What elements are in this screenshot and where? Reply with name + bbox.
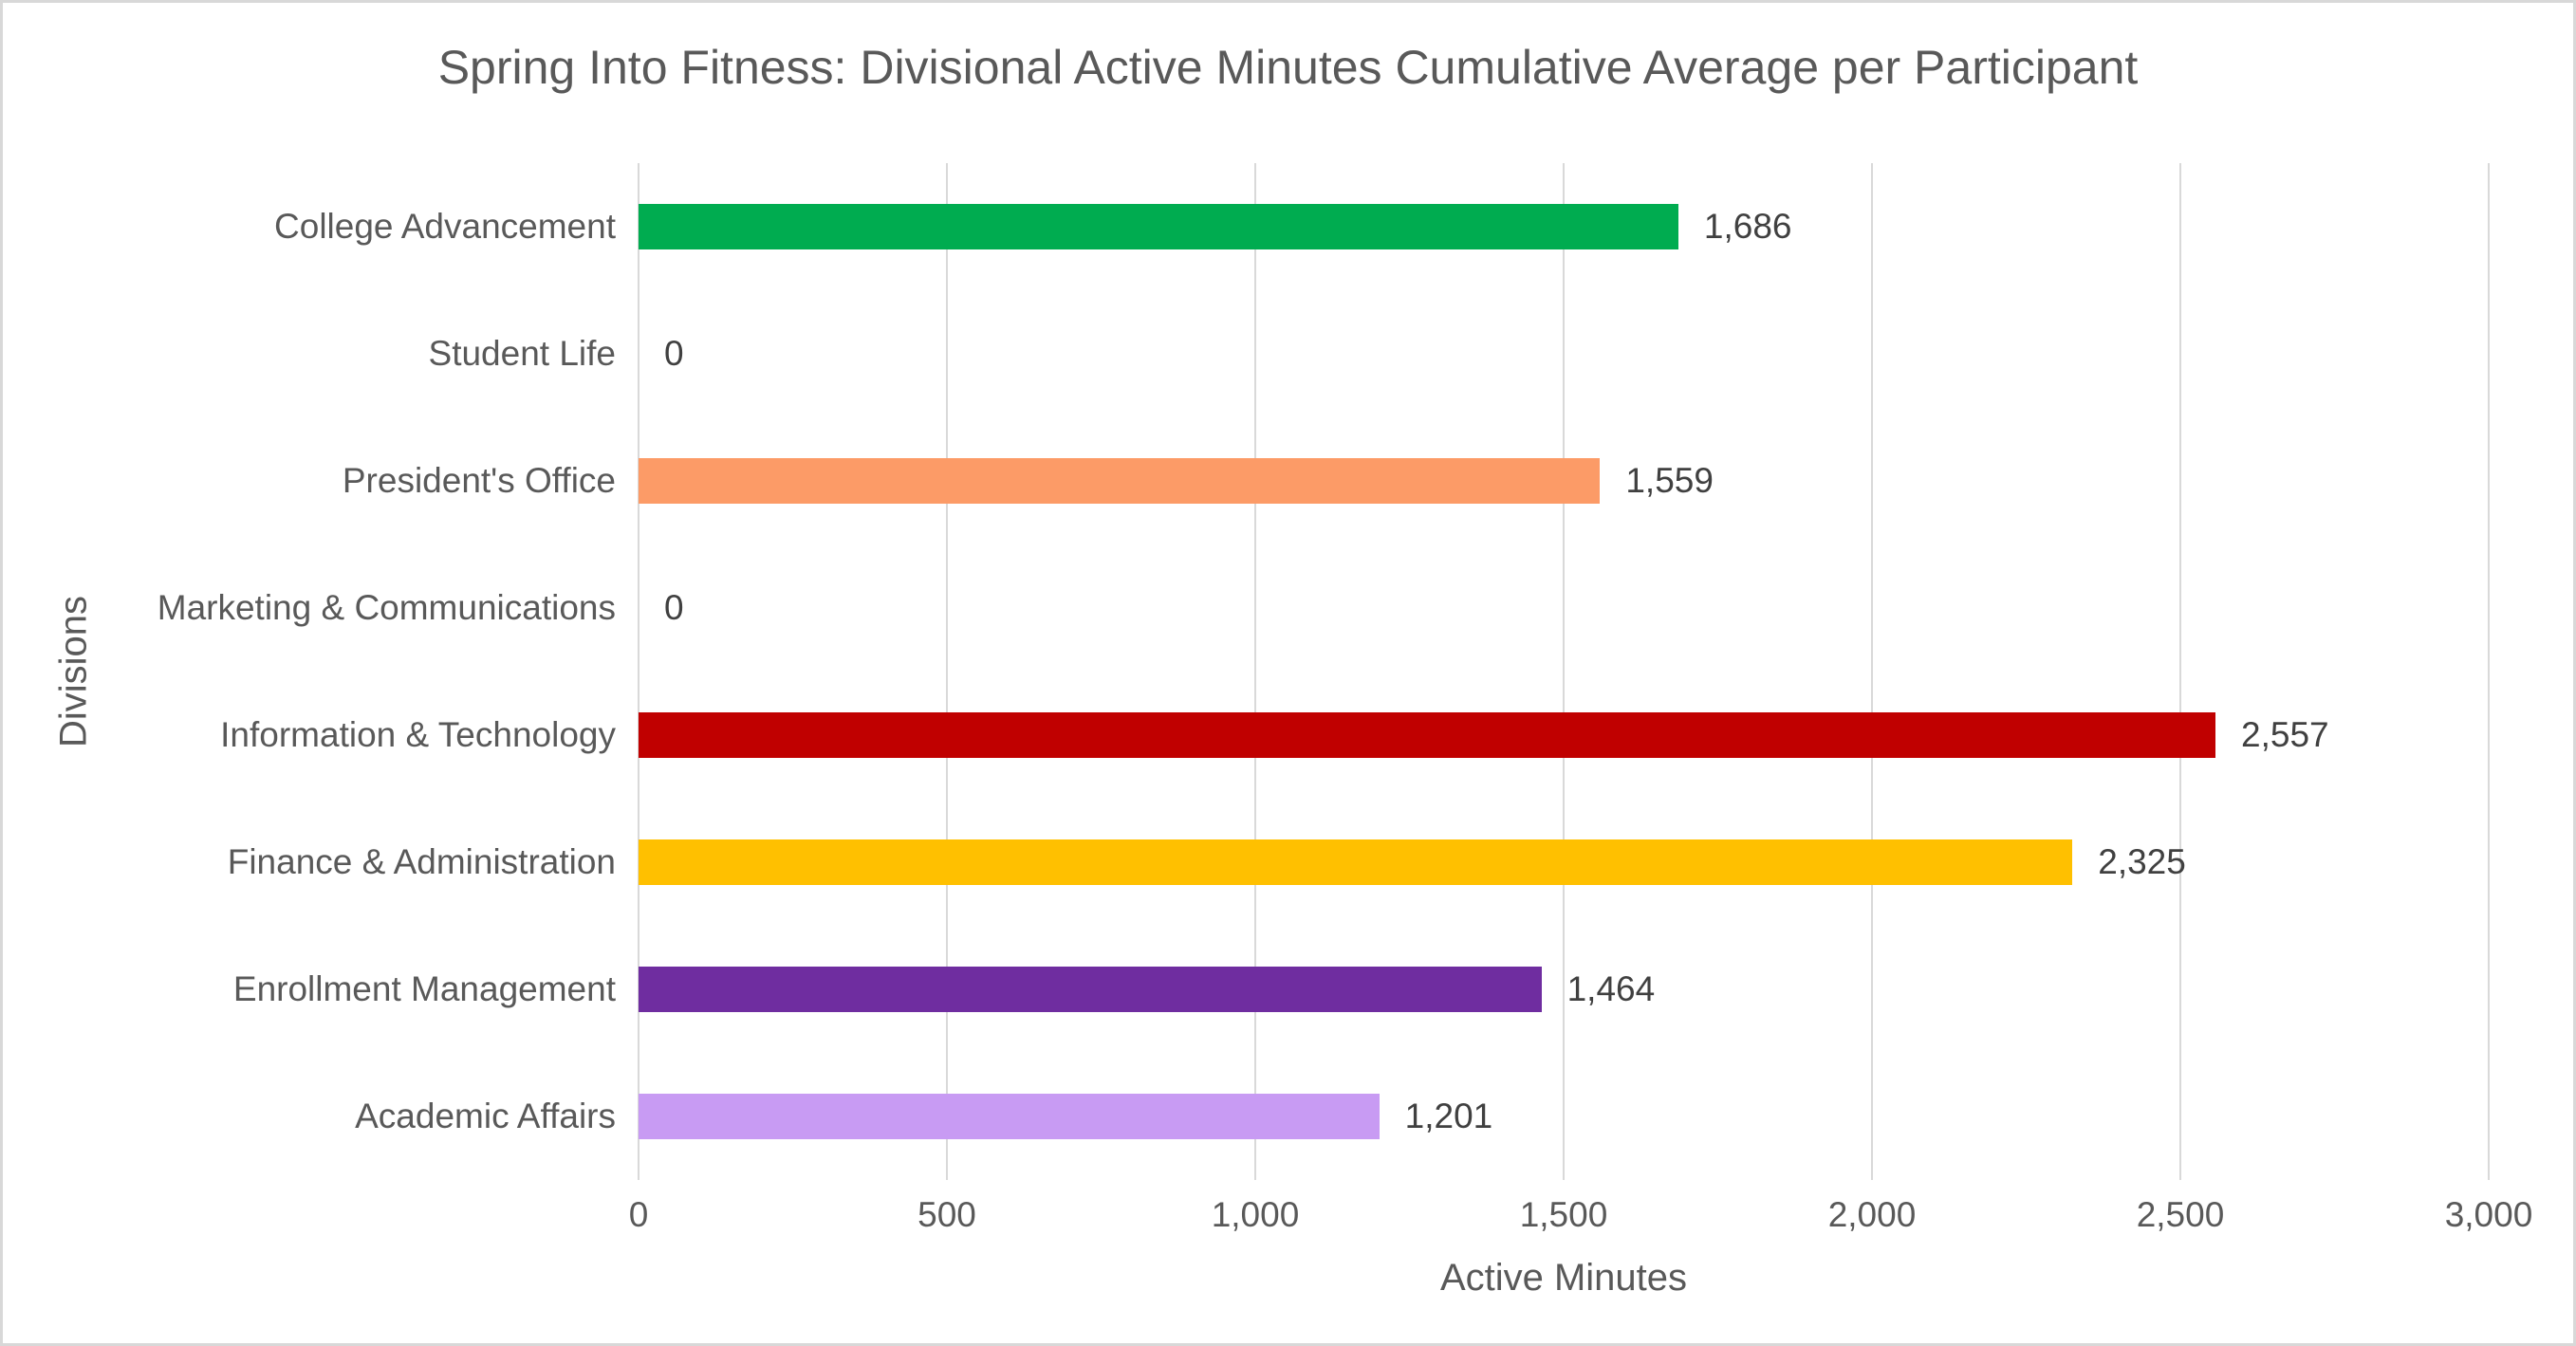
- bar-college-advancement: [639, 204, 1678, 249]
- plot-area: College Advancement Student Life President…: [158, 163, 2490, 1180]
- x-tick-label: 500: [917, 1195, 976, 1234]
- bar-academic-affairs: [639, 1094, 1380, 1139]
- data-label: 1,464: [1566, 969, 1656, 1008]
- bar-row: 2,325: [639, 799, 2489, 926]
- x-tick-label: 1,500: [1519, 1195, 1608, 1234]
- x-axis-title: Active Minutes: [1439, 1257, 1688, 1299]
- x-tick-label: 1,000: [1211, 1195, 1300, 1234]
- category-label-college-advancement: College Advancement: [274, 207, 616, 246]
- gridline: [638, 163, 639, 1180]
- data-label: 2,557: [2241, 715, 2329, 754]
- x-tick-label: 2,000: [1827, 1195, 1917, 1234]
- data-label: 1,686: [1703, 207, 1792, 246]
- chart-title: Spring Into Fitness: Divisional Active M…: [437, 41, 2139, 94]
- data-label: 0: [664, 334, 684, 373]
- data-label: 2,325: [2098, 842, 2186, 881]
- category-label-student-life: Student Life: [428, 334, 616, 373]
- bar-row: 0: [639, 544, 2489, 672]
- category-label-marketing-communications: Marketing & Communications: [157, 588, 616, 627]
- bar-row: 1,559: [639, 417, 2489, 544]
- x-tick-label: 2,500: [2136, 1195, 2225, 1234]
- x-tick-label: 3,000: [2444, 1195, 2533, 1234]
- y-axis-title: Divisions: [52, 595, 95, 748]
- bar-row: 1,464: [639, 926, 2489, 1053]
- bar-finance-administration: [639, 839, 2073, 885]
- bar-row: 2,557: [639, 672, 2489, 799]
- data-label: 1,201: [1404, 1097, 1493, 1135]
- category-label-enrollment-management: Enrollment Management: [232, 969, 616, 1008]
- gridline: [1870, 163, 1873, 1180]
- x-tick-label: 0: [628, 1195, 649, 1234]
- gridline: [2179, 163, 2181, 1180]
- category-label-president-s-office: President's Office: [342, 461, 616, 500]
- gridline: [1253, 163, 1256, 1180]
- gridline: [945, 163, 948, 1180]
- category-label-academic-affairs: Academic Affairs: [355, 1097, 616, 1135]
- category-label-information-technology: Information & Technology: [220, 715, 616, 754]
- bar-row: 1,686: [639, 163, 2489, 290]
- bar-enrollment-management: [639, 967, 1542, 1012]
- gridline: [1563, 163, 1565, 1180]
- category-label-finance-administration: Finance & Administration: [227, 842, 616, 881]
- bar-president-s-office: [639, 458, 1601, 504]
- data-label: 1,559: [1625, 461, 1714, 500]
- bar-row: 0: [639, 290, 2489, 417]
- data-label: 0: [664, 588, 684, 627]
- gridline: [2488, 163, 2490, 1180]
- bar-information-technology: [639, 712, 2216, 758]
- x-axis-ticks: 0 500 1,000 1,500 2,000 2,500 3,000: [629, 1195, 2533, 1239]
- bar-row: 1,201: [639, 1053, 2489, 1180]
